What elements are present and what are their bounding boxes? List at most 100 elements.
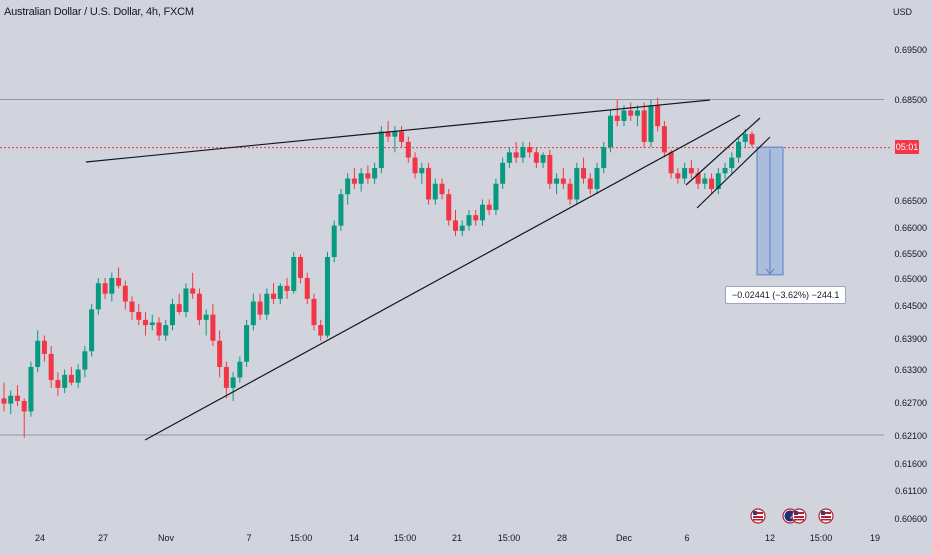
flag-stripe xyxy=(753,519,763,521)
candle xyxy=(581,157,587,184)
us-flag-icon[interactable] xyxy=(791,508,807,524)
candle xyxy=(466,209,472,231)
candle-body xyxy=(304,277,310,299)
candle-body xyxy=(237,361,243,378)
trendlines[interactable] xyxy=(85,99,771,441)
candle xyxy=(540,152,546,169)
flag-canton xyxy=(794,511,798,515)
y-axis-tick-label: 0.63900 xyxy=(894,334,927,344)
candle-body xyxy=(715,173,721,189)
x-axis-tick-label: 7 xyxy=(246,533,251,543)
us-flag-icon[interactable] xyxy=(818,508,834,524)
x-axis[interactable]: 24 27 Nov 7 15:00 14 15:00 21 15:00 28 Dec 6 12 15:00… xyxy=(35,533,880,543)
candle xyxy=(702,173,708,189)
candle-body xyxy=(506,152,512,163)
channel-upper-line[interactable] xyxy=(685,117,761,186)
x-axis-tick-label: 15:00 xyxy=(810,533,833,543)
candle xyxy=(149,314,155,331)
candle xyxy=(183,283,189,318)
candle-body xyxy=(48,353,54,381)
candle xyxy=(14,385,20,407)
candle-body xyxy=(560,178,566,184)
candle xyxy=(668,149,674,179)
candle-body xyxy=(466,215,472,226)
candle-body xyxy=(554,178,560,184)
economic-events[interactable] xyxy=(750,508,834,524)
candle xyxy=(446,188,452,226)
upper-trendline[interactable] xyxy=(85,99,711,163)
x-axis-tick-label: 27 xyxy=(98,533,108,543)
candle-body xyxy=(736,141,742,158)
candle xyxy=(527,141,533,158)
candle xyxy=(311,293,317,331)
x-axis-tick-label: Dec xyxy=(616,533,633,543)
candle xyxy=(675,168,681,184)
candle xyxy=(176,293,182,315)
y-axis-tick-label: 0.61100 xyxy=(895,486,927,496)
y-axis[interactable]: 0.69500 0.68500 0.66500 0.66000 0.65500 0.650… xyxy=(894,45,927,524)
x-axis-tick-label: 28 xyxy=(557,533,567,543)
candle xyxy=(284,277,290,299)
candle xyxy=(223,361,229,399)
candle xyxy=(35,330,41,373)
candle xyxy=(257,293,263,320)
candle-body xyxy=(35,340,41,367)
candle xyxy=(607,110,613,153)
candle-body xyxy=(21,400,27,412)
candle-body xyxy=(136,311,142,320)
x-axis-tick-label: 12 xyxy=(765,533,775,543)
candle xyxy=(493,178,499,216)
candle xyxy=(338,188,344,231)
candle-body xyxy=(527,147,533,153)
candle-body xyxy=(109,277,115,294)
y-axis-tick-label: 0.62700 xyxy=(894,398,927,408)
candle xyxy=(8,390,14,415)
candle-body xyxy=(338,194,344,226)
candle-body xyxy=(28,366,34,412)
candle xyxy=(695,168,701,189)
candle xyxy=(513,141,519,163)
candle xyxy=(392,126,398,153)
candle-body xyxy=(331,225,337,258)
candle xyxy=(358,168,364,192)
candle-body xyxy=(607,115,613,148)
channel-lower-line[interactable] xyxy=(696,136,771,209)
candle xyxy=(68,366,74,386)
candle-body xyxy=(641,110,647,142)
candle-body xyxy=(8,395,14,404)
candle xyxy=(419,162,425,184)
candle-body xyxy=(190,288,196,294)
candle xyxy=(520,141,526,163)
candle xyxy=(372,162,378,184)
candle xyxy=(452,209,458,237)
candle xyxy=(655,97,661,132)
candle-body xyxy=(250,301,256,326)
y-axis-tick-label: 0.61600 xyxy=(894,459,927,469)
lower-trendline[interactable] xyxy=(144,114,741,441)
candle-body xyxy=(89,309,95,352)
candles xyxy=(1,97,755,438)
candle xyxy=(122,280,128,310)
x-axis-tick-label: 6 xyxy=(684,533,689,543)
y-axis-tick-label: 0.63300 xyxy=(894,365,927,375)
candle-body xyxy=(95,283,101,310)
candle xyxy=(62,369,68,394)
candle xyxy=(614,100,620,127)
candle-body xyxy=(412,157,418,174)
candle-body xyxy=(183,288,189,312)
x-axis-tick-label: 15:00 xyxy=(394,533,417,543)
us-flag-icon[interactable] xyxy=(750,508,766,524)
candle xyxy=(486,199,492,216)
flag-stripe xyxy=(753,516,763,518)
candle xyxy=(250,293,256,331)
measurement-tool[interactable] xyxy=(756,146,784,276)
symbol-title[interactable]: Australian Dollar / U.S. Dollar, 4h, FXC… xyxy=(4,6,194,18)
candle-body xyxy=(196,293,202,320)
candle-body xyxy=(749,134,755,145)
candle-body xyxy=(682,168,688,179)
x-axis-tick-label: 15:00 xyxy=(498,533,521,543)
flag-stripe xyxy=(794,516,804,518)
y-axis-tick-label: 0.65000 xyxy=(894,274,927,284)
